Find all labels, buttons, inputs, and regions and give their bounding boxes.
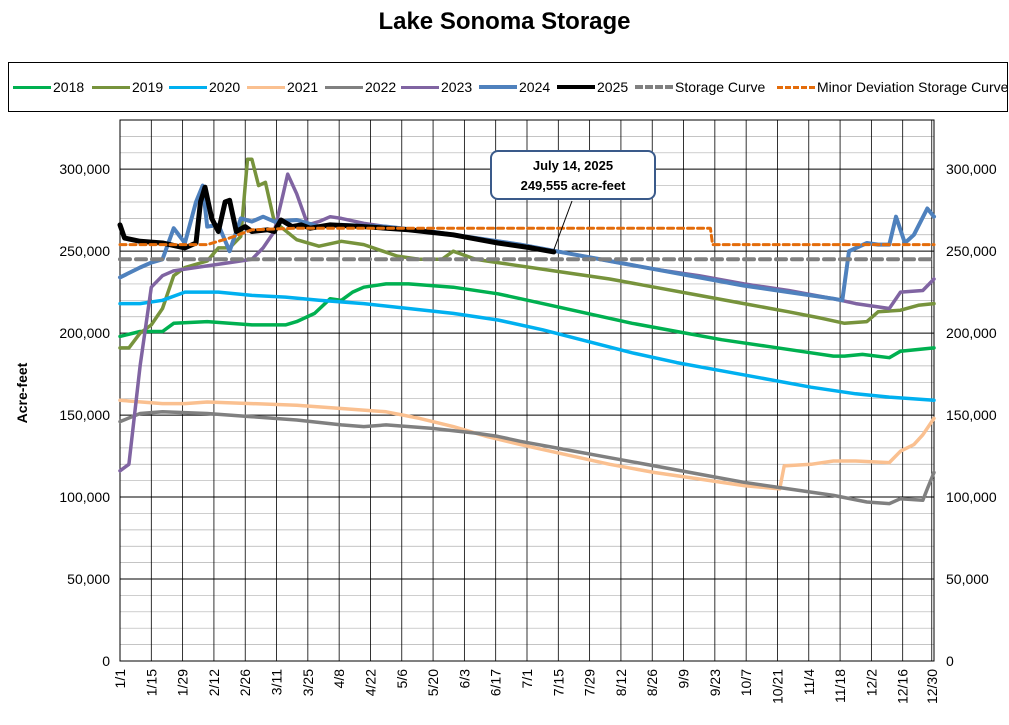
x-tick-label: 4/8 bbox=[331, 669, 347, 689]
legend-label: 2025 bbox=[597, 79, 629, 95]
y-tick-label-right: 200,000 bbox=[946, 325, 997, 341]
y-tick-label-right: 150,000 bbox=[946, 407, 997, 423]
x-tick-label: 11/4 bbox=[801, 669, 817, 695]
legend-item: 2018 bbox=[13, 78, 84, 96]
x-tick-label: 4/22 bbox=[362, 669, 378, 696]
legend-label: 2023 bbox=[441, 79, 473, 95]
y-tick-label-left: 200,000 bbox=[59, 325, 110, 341]
x-tick-label: 1/15 bbox=[143, 669, 159, 696]
x-tick-label: 3/25 bbox=[300, 669, 316, 696]
legend-swatch bbox=[479, 85, 517, 89]
legend-swatch bbox=[401, 85, 439, 89]
x-tick-label: 6/17 bbox=[488, 669, 504, 696]
legend-item: 2022 bbox=[325, 78, 396, 96]
legend-label: 2019 bbox=[132, 79, 164, 95]
series-line-2019 bbox=[118, 157, 936, 350]
legend-label: 2022 bbox=[365, 79, 397, 95]
x-tick-label: 5/6 bbox=[394, 669, 410, 689]
x-tick-label: 2/12 bbox=[206, 669, 222, 696]
legend-label: 2020 bbox=[209, 79, 241, 95]
legend-swatch bbox=[92, 85, 130, 89]
legend-item: 2023 bbox=[401, 78, 472, 96]
series-line-2022 bbox=[118, 410, 936, 506]
x-tick-label: 10/21 bbox=[769, 669, 785, 704]
legend-item: Storage Curve bbox=[635, 78, 765, 96]
y-tick-label-right: 0 bbox=[946, 653, 954, 669]
y-tick-label-left: 0 bbox=[102, 653, 110, 669]
legend-label: 2024 bbox=[519, 79, 551, 95]
legend-swatch bbox=[247, 85, 285, 89]
legend-label: Storage Curve bbox=[675, 79, 766, 95]
x-tick-label: 12/30 bbox=[924, 669, 940, 704]
legend-item: 2025 bbox=[557, 78, 628, 96]
chart-title: Lake Sonoma Storage bbox=[378, 8, 631, 35]
legend-swatch bbox=[777, 85, 815, 89]
x-tick-label: 8/26 bbox=[644, 669, 660, 696]
x-tick-label: 10/7 bbox=[738, 669, 754, 696]
x-tick-label: 12/16 bbox=[895, 669, 911, 704]
legend: 2018 2019 2020 2021 2022 2023 2024 2025 Storage … bbox=[8, 62, 1008, 112]
series-line-2020 bbox=[118, 290, 936, 403]
y-tick-label-left: 300,000 bbox=[59, 161, 110, 177]
callout-date: July 14, 2025 bbox=[532, 158, 614, 173]
x-tick-label: 9/23 bbox=[707, 669, 723, 696]
legend-swatch bbox=[13, 85, 51, 89]
x-tick-label: 1/1 bbox=[112, 669, 128, 689]
callout-value: 249,555 acre-feet bbox=[520, 178, 626, 193]
legend-label: Minor Deviation Storage Curve bbox=[817, 79, 1008, 95]
series-line-2021 bbox=[118, 398, 936, 491]
callout-pointer bbox=[553, 200, 573, 251]
y-tick-label-left: 100,000 bbox=[59, 489, 110, 505]
x-tick-label: 12/2 bbox=[863, 669, 879, 696]
x-tick-label: 9/9 bbox=[676, 669, 692, 689]
x-tick-label: 7/15 bbox=[550, 669, 566, 696]
y-tick-label-left: 250,000 bbox=[59, 243, 110, 259]
series-line-2018 bbox=[118, 282, 936, 360]
x-tick-label: 11/18 bbox=[832, 669, 848, 703]
legend-swatch bbox=[635, 85, 673, 89]
y-tick-label-right: 300,000 bbox=[946, 161, 997, 177]
legend-item: 2021 bbox=[247, 78, 318, 96]
x-tick-label: 6/3 bbox=[456, 669, 472, 689]
legend-swatch bbox=[169, 85, 207, 89]
x-tick-label: 8/12 bbox=[613, 669, 629, 696]
legend-label: 2018 bbox=[53, 79, 85, 95]
x-tick-label: 7/29 bbox=[582, 669, 598, 696]
y-tick-label-right: 100,000 bbox=[946, 489, 997, 505]
y-tick-label-right: 250,000 bbox=[946, 243, 997, 259]
legend-item: 2019 bbox=[92, 78, 163, 96]
y-tick-label-left: 50,000 bbox=[67, 571, 110, 587]
callout-annotation: July 14, 2025 249,555 acre-feet bbox=[490, 150, 656, 200]
x-tick-label: 7/1 bbox=[519, 669, 535, 689]
legend-item: 2020 bbox=[169, 78, 240, 96]
x-tick-label: 5/20 bbox=[425, 669, 441, 696]
series-line-minor-deviation-storage-curve bbox=[118, 226, 936, 247]
plot-border bbox=[119, 119, 935, 662]
y-tick-label-left: 150,000 bbox=[59, 407, 110, 423]
x-tick-label: 1/29 bbox=[175, 669, 191, 696]
x-tick-label: 3/11 bbox=[269, 669, 285, 695]
legend-swatch bbox=[557, 85, 595, 89]
legend-label: 2021 bbox=[287, 79, 319, 95]
legend-item: Minor Deviation Storage Curve bbox=[777, 78, 1008, 96]
legend-swatch bbox=[325, 85, 363, 89]
x-tick-label: 2/26 bbox=[237, 669, 253, 696]
legend-item: 2024 bbox=[479, 78, 550, 96]
y-tick-label-right: 50,000 bbox=[946, 571, 989, 587]
